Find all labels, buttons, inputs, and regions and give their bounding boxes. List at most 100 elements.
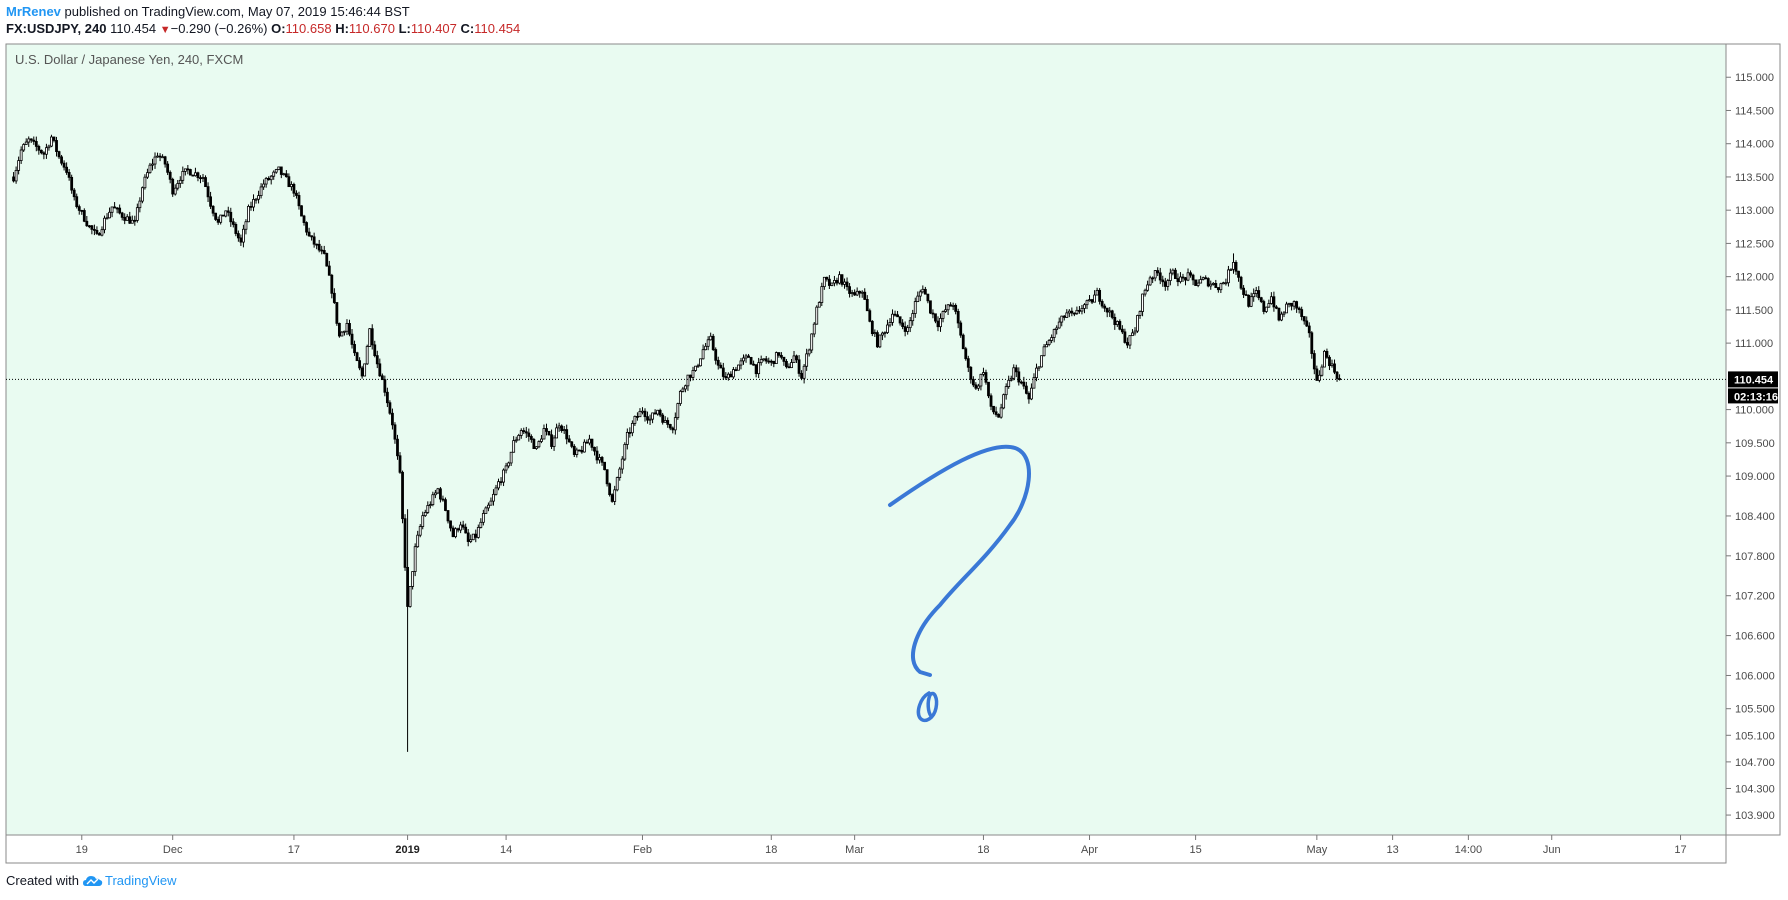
candle-body	[845, 281, 849, 288]
candle-body	[747, 355, 750, 358]
candle-body	[795, 355, 798, 361]
candle-body	[1047, 340, 1051, 345]
candle-body	[1088, 299, 1091, 302]
candle-body	[90, 225, 94, 230]
candle-body	[1136, 315, 1139, 332]
candle-body	[651, 412, 654, 420]
candle-body	[393, 424, 397, 440]
candle-body	[277, 166, 281, 170]
candle-body	[330, 274, 334, 294]
candle-body	[1004, 386, 1008, 396]
candle-body	[497, 481, 500, 489]
candle-body	[380, 375, 384, 381]
candle-body	[385, 391, 389, 404]
candle-body	[1161, 279, 1165, 283]
candle-body	[825, 276, 829, 280]
candle-body	[1219, 283, 1223, 291]
candle-body	[1085, 300, 1089, 306]
candle-body	[822, 276, 826, 288]
candle-body	[742, 357, 745, 362]
candle-body	[92, 228, 96, 231]
candle-body	[663, 420, 667, 423]
price-tags: 110.454 02:13:16	[1728, 371, 1778, 404]
candle-body	[684, 385, 687, 390]
candle-body	[1007, 379, 1011, 388]
candle-body	[557, 425, 561, 429]
y-tick-label: 115.000	[1735, 72, 1774, 84]
candle-body	[582, 441, 586, 453]
candle-body	[451, 527, 455, 538]
candle-body	[1242, 287, 1245, 295]
candle-body	[378, 363, 382, 377]
candle-body	[194, 172, 197, 177]
candle-body	[1032, 377, 1036, 389]
candle-body	[734, 369, 738, 371]
candle-body	[358, 360, 361, 369]
plot-area[interactable]	[5, 43, 1727, 836]
candle-body	[72, 189, 76, 198]
candle-body	[1050, 337, 1054, 341]
current-price-tag-label: 110.454	[1734, 374, 1774, 386]
candle-body	[1262, 301, 1266, 312]
candle-body	[214, 212, 218, 220]
candle-body	[65, 166, 69, 173]
candle-body	[633, 416, 637, 424]
candle-body	[926, 293, 930, 302]
candle-body	[562, 429, 566, 432]
candle-body	[481, 513, 485, 523]
candle-body	[979, 373, 983, 387]
tradingview-logo[interactable]: TradingView	[79, 873, 177, 888]
candle-body	[1118, 321, 1122, 330]
author-link[interactable]: MrRenev	[6, 4, 61, 19]
candle-body	[906, 327, 910, 332]
candle-body	[716, 359, 720, 366]
candle-body	[95, 229, 99, 234]
y-tick-label: 106.000	[1735, 670, 1775, 682]
candle-body	[1014, 367, 1018, 373]
candle-body	[572, 445, 576, 455]
high-value: 110.670	[348, 21, 395, 36]
candle-body	[989, 395, 993, 407]
candle-body	[1189, 272, 1192, 276]
time-axis[interactable]: 19 Dec 17 2019 14 Feb 18 Mar 18 Apr 15 May 13 14:00 Ju…	[5, 834, 1727, 864]
candle-body	[1312, 353, 1316, 370]
candle-body	[779, 354, 783, 358]
candle-body	[1075, 309, 1079, 314]
candle-body	[423, 512, 427, 517]
x-tick-label: 14:00	[1455, 844, 1483, 856]
candle-body	[1070, 310, 1074, 314]
candle-body	[987, 381, 990, 397]
ohlc-legend: FX:USDJPY, 240 110.454 ▼−0.290 (−0.26%) …	[6, 21, 520, 36]
candle-body	[168, 171, 172, 180]
candle-body	[929, 300, 932, 314]
candle-body	[802, 365, 806, 379]
candle-body	[1267, 303, 1271, 308]
candle-body	[363, 363, 367, 377]
question-mark-drawing[interactable]	[888, 444, 1031, 723]
candle-body	[186, 168, 190, 171]
candle-body	[1229, 268, 1233, 271]
candle-body	[1181, 276, 1185, 279]
candle-body	[1123, 331, 1127, 343]
candle-body	[183, 168, 187, 172]
candle-body	[350, 333, 354, 345]
candle-body	[1148, 277, 1152, 286]
candle-body	[542, 428, 546, 440]
x-tick-label: 2019	[395, 844, 419, 856]
candle-body	[1131, 332, 1134, 337]
open-value: 110.658	[285, 21, 332, 36]
candle-body	[762, 358, 766, 361]
candle-body	[176, 183, 180, 189]
candle-body	[653, 412, 657, 415]
candle-body	[620, 458, 624, 470]
candle-body	[327, 265, 331, 276]
candle-body	[648, 418, 652, 421]
candle-body	[613, 489, 617, 502]
candle-body	[969, 366, 973, 380]
y-tick-label: 111.000	[1735, 338, 1773, 350]
candle-body	[1191, 274, 1195, 281]
candle-body	[247, 205, 250, 223]
price-axis[interactable]: 115.000 114.500 114.000 113.500 113.000 112.5…	[1725, 43, 1781, 836]
high-label: H:	[335, 21, 349, 36]
